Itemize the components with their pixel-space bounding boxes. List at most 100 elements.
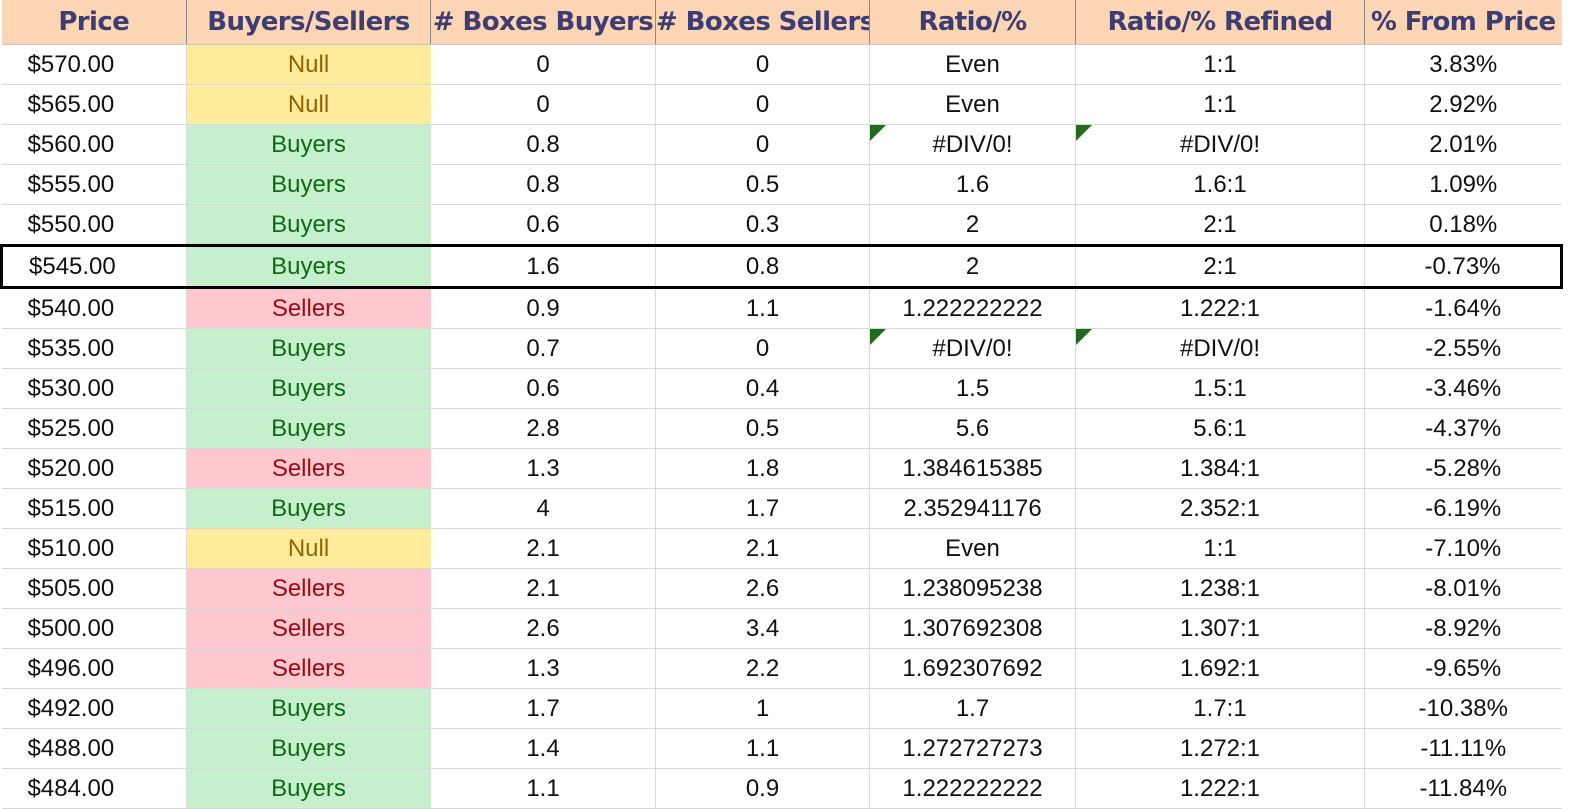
column-header-buyers-sellers[interactable]: Buyers/Sellers [186, 0, 431, 45]
ratio-refined-cell[interactable]: 1.222:1 [1075, 768, 1365, 809]
column-header-ratio[interactable]: Ratio/% [869, 0, 1076, 45]
ratio-cell[interactable]: 1.222222222 [869, 768, 1076, 809]
error-indicator-icon[interactable] [870, 329, 886, 345]
boxes-sellers-cell[interactable]: 1.7 [655, 488, 870, 529]
boxes-buyers-cell[interactable]: 1.6 [430, 244, 656, 289]
boxes-sellers-cell[interactable]: 1.1 [655, 728, 870, 769]
ratio-refined-cell[interactable]: 2:1 [1075, 204, 1365, 246]
boxes-buyers-cell[interactable]: 0.7 [430, 328, 656, 369]
side-cell[interactable]: Buyers [186, 488, 431, 529]
error-indicator-icon[interactable] [1076, 329, 1092, 345]
boxes-buyers-cell[interactable]: 0.9 [430, 287, 656, 329]
price-cell[interactable]: $535.00 [1, 328, 187, 369]
ratio-refined-cell[interactable]: 1.6:1 [1075, 164, 1365, 205]
from-price-cell[interactable]: -1.64% [1364, 287, 1562, 329]
ratio-cell[interactable]: Even [869, 528, 1076, 569]
price-cell[interactable]: $530.00 [1, 368, 187, 409]
from-price-cell[interactable]: -11.84% [1364, 768, 1562, 809]
side-cell[interactable]: Buyers [186, 768, 431, 809]
boxes-sellers-cell[interactable]: 0.4 [655, 368, 870, 409]
price-cell[interactable]: $570.00 [1, 44, 187, 85]
boxes-buyers-cell[interactable]: 1.3 [430, 448, 656, 489]
ratio-cell[interactable]: 1.7 [869, 688, 1076, 729]
from-price-cell[interactable]: -7.10% [1364, 528, 1562, 569]
price-cell[interactable]: $505.00 [1, 568, 187, 609]
price-cell[interactable]: $488.00 [1, 728, 187, 769]
side-cell[interactable]: Sellers [186, 608, 431, 649]
price-cell[interactable]: $496.00 [1, 648, 187, 689]
price-cell[interactable]: $515.00 [1, 488, 187, 529]
boxes-sellers-cell[interactable]: 0 [655, 84, 870, 125]
side-cell[interactable]: Buyers [186, 728, 431, 769]
ratio-refined-cell[interactable]: 1.222:1 [1075, 287, 1365, 329]
boxes-buyers-cell[interactable]: 0 [430, 44, 656, 85]
boxes-buyers-cell[interactable]: 0 [430, 84, 656, 125]
ratio-refined-cell[interactable]: 1.272:1 [1075, 728, 1365, 769]
boxes-buyers-cell[interactable]: 2.1 [430, 568, 656, 609]
ratio-refined-cell[interactable]: 1.7:1 [1075, 688, 1365, 729]
ratio-cell[interactable]: 1.307692308 [869, 608, 1076, 649]
error-indicator-icon[interactable] [1076, 125, 1092, 141]
boxes-buyers-cell[interactable]: 2.8 [430, 408, 656, 449]
boxes-sellers-cell[interactable]: 3.4 [655, 608, 870, 649]
side-cell[interactable]: Sellers [186, 648, 431, 689]
ratio-refined-cell[interactable]: 2.352:1 [1075, 488, 1365, 529]
boxes-sellers-cell[interactable]: 2.2 [655, 648, 870, 689]
ratio-refined-cell[interactable]: 2:1 [1075, 244, 1365, 289]
ratio-cell[interactable]: 1.384615385 [869, 448, 1076, 489]
from-price-cell[interactable]: -9.65% [1364, 648, 1562, 689]
from-price-cell[interactable]: -5.28% [1364, 448, 1562, 489]
from-price-cell[interactable]: 2.01% [1364, 124, 1562, 165]
from-price-cell[interactable]: -6.19% [1364, 488, 1562, 529]
from-price-cell[interactable]: -8.01% [1364, 568, 1562, 609]
ratio-cell[interactable]: 1.222222222 [869, 287, 1076, 329]
column-header-ratio-refined[interactable]: Ratio/% Refined [1075, 0, 1365, 45]
boxes-buyers-cell[interactable]: 0.8 [430, 124, 656, 165]
boxes-sellers-cell[interactable]: 1.1 [655, 287, 870, 329]
price-cell[interactable]: $555.00 [1, 164, 187, 205]
side-cell[interactable]: Buyers [186, 368, 431, 409]
ratio-cell[interactable]: #DIV/0! [869, 124, 1076, 165]
boxes-buyers-cell[interactable]: 4 [430, 488, 656, 529]
boxes-buyers-cell[interactable]: 2.1 [430, 528, 656, 569]
price-cell[interactable]: $520.00 [1, 448, 187, 489]
boxes-sellers-cell[interactable]: 0 [655, 44, 870, 85]
price-cell[interactable]: $550.00 [1, 204, 187, 246]
ratio-refined-cell[interactable]: 1.5:1 [1075, 368, 1365, 409]
ratio-refined-cell[interactable]: 1.384:1 [1075, 448, 1365, 489]
price-cell[interactable]: $560.00 [1, 124, 187, 165]
price-cell[interactable]: $525.00 [1, 408, 187, 449]
ratio-refined-cell[interactable]: 1:1 [1075, 44, 1365, 85]
column-header-boxes-sellers[interactable]: # Boxes Sellers [655, 0, 870, 45]
side-cell[interactable]: Sellers [186, 448, 431, 489]
from-price-cell[interactable]: -2.55% [1364, 328, 1562, 369]
ratio-cell[interactable]: Even [869, 44, 1076, 85]
boxes-sellers-cell[interactable]: 0 [655, 124, 870, 165]
price-cell[interactable]: $492.00 [1, 688, 187, 729]
price-cell[interactable]: $545.00 [0, 244, 187, 289]
side-cell[interactable]: Null [186, 44, 431, 85]
ratio-cell[interactable]: 5.6 [869, 408, 1076, 449]
boxes-buyers-cell[interactable]: 1.4 [430, 728, 656, 769]
ratio-cell[interactable]: 1.5 [869, 368, 1076, 409]
boxes-sellers-cell[interactable]: 0.3 [655, 204, 870, 246]
ratio-cell[interactable]: 2 [869, 244, 1076, 289]
ratio-refined-cell[interactable]: #DIV/0! [1075, 124, 1365, 165]
side-cell[interactable]: Buyers [186, 244, 431, 289]
from-price-cell[interactable]: 3.83% [1364, 44, 1562, 85]
column-header-price[interactable]: Price [1, 0, 187, 45]
boxes-sellers-cell[interactable]: 2.6 [655, 568, 870, 609]
ratio-refined-cell[interactable]: 1.238:1 [1075, 568, 1365, 609]
ratio-refined-cell[interactable]: 5.6:1 [1075, 408, 1365, 449]
boxes-buyers-cell[interactable]: 0.6 [430, 204, 656, 246]
ratio-cell[interactable]: 1.238095238 [869, 568, 1076, 609]
ratio-refined-cell[interactable]: #DIV/0! [1075, 328, 1365, 369]
ratio-cell[interactable]: 1.692307692 [869, 648, 1076, 689]
side-cell[interactable]: Sellers [186, 287, 431, 329]
ratio-refined-cell[interactable]: 1.692:1 [1075, 648, 1365, 689]
ratio-refined-cell[interactable]: 1.307:1 [1075, 608, 1365, 649]
from-price-cell[interactable]: 0.18% [1364, 204, 1562, 246]
from-price-cell[interactable]: -3.46% [1364, 368, 1562, 409]
from-price-cell[interactable]: -0.73% [1364, 244, 1563, 289]
price-cell[interactable]: $484.00 [1, 768, 187, 809]
